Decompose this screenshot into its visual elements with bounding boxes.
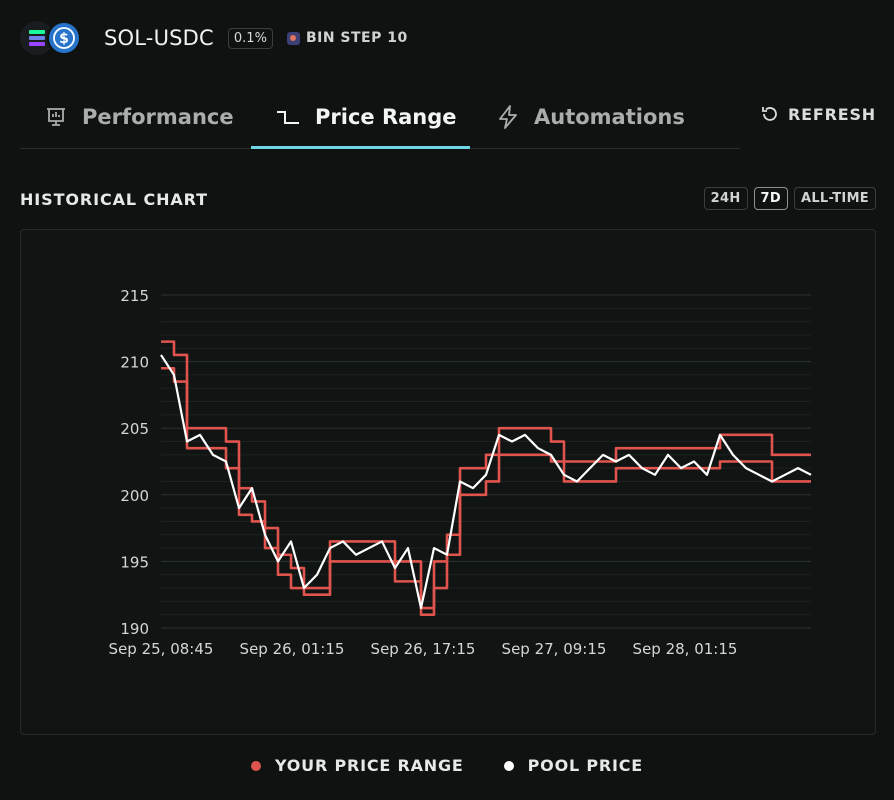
y-tick-label: 190 bbox=[120, 620, 149, 638]
price-range-line-1 bbox=[161, 366, 811, 616]
bin-step-label: BIN STEP 10 bbox=[305, 30, 408, 46]
lightning-icon bbox=[496, 104, 520, 130]
svg-text:$: $ bbox=[59, 31, 69, 47]
pool-header: $ SOL-USDC 0.1% BIN STEP 10 bbox=[20, 18, 408, 58]
bin-step-icon bbox=[286, 31, 300, 45]
legend-price-range: YOUR PRICE RANGE bbox=[250, 756, 464, 775]
price-range-line-0 bbox=[161, 340, 811, 610]
tab-automations-label: Automations bbox=[534, 105, 685, 129]
tab-performance-label: Performance bbox=[82, 105, 234, 129]
pair-title: SOL-USDC bbox=[104, 26, 214, 50]
refresh-button[interactable]: REFRESH bbox=[760, 104, 876, 124]
x-tick-label: Sep 25, 08:45 bbox=[109, 640, 214, 658]
legend-pool-price-label: POOL PRICE bbox=[527, 756, 644, 775]
x-tick-label: Sep 27, 09:15 bbox=[502, 640, 607, 658]
active-tab-indicator bbox=[251, 146, 470, 149]
tab-automations[interactable]: Automations bbox=[496, 86, 685, 148]
tab-performance[interactable]: Performance bbox=[44, 86, 234, 148]
x-tick-label: Sep 26, 17:15 bbox=[371, 640, 476, 658]
chart-legend: YOUR PRICE RANGE POOL PRICE bbox=[0, 756, 894, 775]
legend-pool-price: POOL PRICE bbox=[503, 756, 644, 775]
y-tick-label: 200 bbox=[120, 487, 149, 505]
x-tick-label: Sep 28, 01:15 bbox=[633, 640, 738, 658]
price-chart: 190 195 200 205 210 215 Sep 25, 08:45 Sep 26, 0… bbox=[109, 287, 812, 658]
historical-chart-title: HISTORICAL CHART bbox=[20, 190, 208, 209]
refresh-icon bbox=[762, 107, 777, 121]
historical-chart-panel: 190 195 200 205 210 215 Sep 25, 08:45 Sep 26, 0… bbox=[20, 229, 876, 735]
tab-bar: Performance Price Range Automations bbox=[20, 86, 740, 149]
refresh-label: REFRESH bbox=[788, 104, 876, 124]
y-tick-label: 210 bbox=[120, 354, 149, 372]
range-7d-button[interactable]: 7D bbox=[753, 187, 788, 210]
y-tick-label: 205 bbox=[120, 420, 149, 438]
step-line-icon bbox=[275, 105, 301, 129]
range-24h-button[interactable]: 24H bbox=[703, 187, 748, 210]
pool-price-line bbox=[160, 354, 812, 610]
tab-price-range[interactable]: Price Range bbox=[275, 86, 457, 148]
presentation-chart-icon bbox=[44, 105, 68, 129]
token-pair-icons: $ bbox=[20, 19, 82, 57]
y-tick-label: 215 bbox=[120, 287, 149, 305]
y-tick-label: 195 bbox=[120, 553, 149, 571]
time-range-selector: 24H 7D ALL-TIME bbox=[698, 187, 876, 210]
range-color-dot bbox=[250, 760, 261, 771]
usdc-token-icon: $ bbox=[47, 21, 81, 55]
x-tick-label: Sep 26, 01:15 bbox=[240, 640, 345, 658]
range-all-time-button[interactable]: ALL-TIME bbox=[793, 187, 876, 210]
legend-price-range-label: YOUR PRICE RANGE bbox=[274, 756, 464, 775]
tab-price-range-label: Price Range bbox=[315, 105, 457, 129]
fee-badge: 0.1% bbox=[227, 27, 273, 49]
pool-color-dot bbox=[503, 760, 514, 771]
